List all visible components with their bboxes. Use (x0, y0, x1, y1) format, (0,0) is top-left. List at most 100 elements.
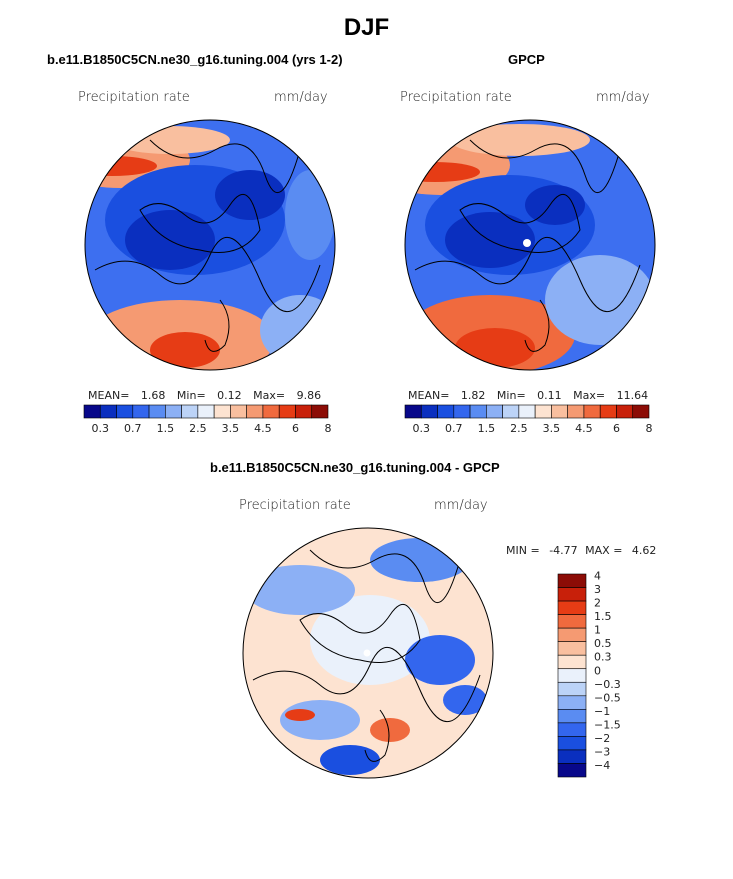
diff-colorbar-tick-label: −2 (594, 732, 610, 745)
obs-mean-value: 1.82 (460, 389, 486, 402)
diff-map-border (242, 527, 494, 779)
diff-colorbar-tick-label: −3 (594, 745, 610, 758)
diff-colorbar-swatch (557, 681, 587, 697)
model-colorbar-swatch (181, 404, 199, 419)
obs-colorbar-swatch (616, 404, 634, 419)
diff-colorbar-swatch (557, 695, 587, 710)
obs-min-value: 0.11 (537, 389, 562, 402)
obs-colorbar-tick-label: 1.5 (478, 422, 496, 435)
model-colorbar-swatch (148, 404, 166, 419)
model-colorbar-tick-label: 8 (325, 422, 332, 435)
obs-colorbar-swatch (583, 404, 601, 419)
diff-colorbar-swatch (557, 668, 587, 683)
diff-colorbar-swatch (557, 614, 587, 629)
diff-colorbar-tick-label: 0 (594, 664, 601, 677)
diff-units-label: mm/day (434, 498, 488, 513)
obs-polar-map (404, 119, 656, 371)
obs-colorbar-swatch (551, 404, 568, 419)
diff-colorbar-tick-label: 2 (594, 597, 601, 610)
model-units-label: mm/day (274, 90, 328, 105)
diff-colorbar-swatch (557, 573, 587, 588)
obs-colorbar-swatch (599, 404, 617, 419)
obs-colorbar-swatch (518, 404, 536, 419)
obs-mean-label: MEAN= (408, 389, 450, 402)
diff-colorbar-tick-label: −0.3 (594, 678, 621, 691)
diff-variable-label: Precipitation rate (239, 498, 351, 513)
obs-colorbar-tick-label: 2.5 (510, 422, 528, 435)
model-colorbar-swatch (246, 404, 264, 419)
model-colorbar-swatch (197, 404, 215, 419)
diff-colorbar-tick-label: 1.5 (594, 610, 612, 623)
diff-min-value: -4.77 (549, 544, 578, 557)
diff-polar-map (242, 527, 494, 779)
diff-panel-title: b.e11.B1850C5CN.ne30_g16.tuning.004 - GP… (210, 460, 500, 475)
model-colorbar-swatch (83, 404, 101, 419)
model-colorbar-tick-label: 0.3 (92, 422, 110, 435)
model-variable-label: Precipitation rate (78, 90, 190, 105)
model-colorbar: 0.3 0.7 1.5 2.5 3.5 4.5 6 8 (83, 404, 332, 435)
model-colorbar-swatch (230, 404, 247, 419)
diff-stats: MIN = -4.77 MAX = 4.62 (506, 544, 656, 557)
obs-min-label: Min= (496, 389, 526, 402)
diff-colorbar-swatch (557, 600, 587, 615)
diff-colorbar-tick-label: 0.3 (594, 651, 612, 664)
model-stats: MEAN= 1.68 Min= 0.12 Max= 9.86 (88, 389, 321, 402)
obs-max-value: 11.64 (616, 389, 649, 402)
obs-colorbar-tick-label: 8 (646, 422, 653, 435)
diff-colorbar-swatch (557, 654, 587, 670)
diff-colorbar-swatch (557, 736, 587, 751)
diff-colorbar-tick-label: 0.5 (594, 637, 612, 650)
model-mean-value: 1.68 (140, 389, 166, 402)
obs-colorbar-tick-label: 4.5 (575, 422, 593, 435)
diff-colorbar-tick-label: −1.5 (594, 718, 621, 731)
model-min-label: Min= (176, 389, 206, 402)
model-colorbar-swatch (213, 404, 231, 419)
model-max-label: Max= (253, 389, 286, 402)
diff-colorbar-swatch (557, 709, 587, 724)
model-colorbar-tick-label: 6 (292, 422, 299, 435)
diff-max-label: MAX = (585, 544, 623, 557)
model-colorbar-swatch (262, 404, 280, 419)
obs-colorbar-swatch (404, 404, 422, 419)
obs-colorbar-tick-label: 0.3 (413, 422, 431, 435)
diff-colorbar-tick-label: −0.5 (594, 691, 621, 704)
model-panel-title: b.e11.B1850C5CN.ne30_g16.tuning.004 (yrs… (47, 52, 343, 67)
model-map-border (84, 119, 336, 371)
model-colorbar-tick-label: 1.5 (157, 422, 175, 435)
obs-colorbar-swatch (420, 404, 438, 419)
model-min-value: 0.12 (217, 389, 242, 402)
obs-pole-marker (523, 239, 531, 247)
diff-colorbar-tick-label: 4 (594, 570, 601, 583)
model-mean-label: MEAN= (88, 389, 130, 402)
obs-colorbar-swatch (453, 404, 471, 419)
diff-colorbar-tick-label: 3 (594, 583, 601, 596)
obs-colorbar-swatch (632, 404, 650, 419)
obs-max-label: Max= (573, 389, 606, 402)
obs-colorbar-tick-label: 3.5 (543, 422, 561, 435)
obs-colorbar-swatch (469, 404, 487, 419)
model-colorbar-tick-label: 3.5 (222, 422, 240, 435)
figure-title: DJF (343, 14, 390, 41)
diff-colorbar-swatch (557, 749, 587, 764)
model-colorbar-swatch (99, 404, 117, 419)
diff-colorbar-swatch (557, 627, 587, 642)
diff-min-label: MIN = (506, 544, 540, 557)
model-polar-map (84, 119, 336, 371)
model-colorbar-swatch (311, 404, 329, 419)
diff-max-value: 4.62 (631, 544, 657, 557)
model-colorbar-swatch (116, 404, 134, 419)
model-colorbar-swatch (165, 404, 182, 419)
diff-colorbar-tick-label: −1 (594, 705, 610, 718)
obs-colorbar-swatch (486, 404, 503, 419)
diff-colorbar-swatch (557, 587, 587, 602)
model-colorbar-tick-label: 2.5 (189, 422, 207, 435)
obs-colorbar-tick-label: 6 (613, 422, 620, 435)
model-max-value: 9.86 (296, 389, 322, 402)
obs-colorbar: 0.3 0.7 1.5 2.5 3.5 4.5 6 8 (404, 404, 653, 435)
obs-colorbar-swatch (567, 404, 585, 419)
obs-units-label: mm/day (596, 90, 650, 105)
obs-map-border (404, 119, 656, 371)
model-colorbar-swatch (295, 404, 313, 419)
